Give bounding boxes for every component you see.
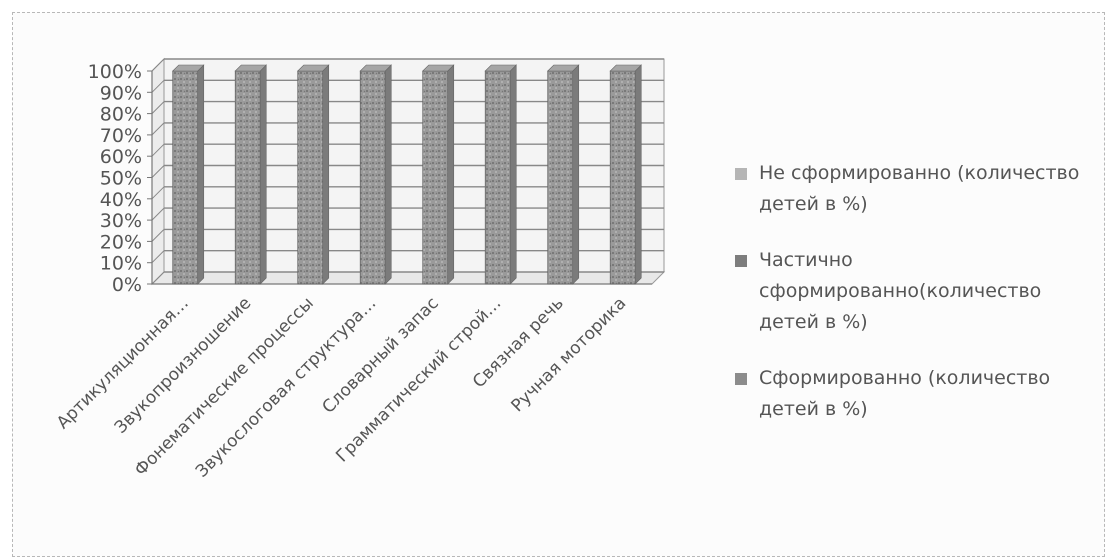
bar-top xyxy=(547,64,580,72)
y-tick-label: 100% xyxy=(88,61,142,83)
bar-side xyxy=(259,64,267,285)
bar-front xyxy=(359,70,386,285)
y-tick-label: 0% xyxy=(112,274,142,296)
floor xyxy=(150,271,666,285)
gridline-diagonal xyxy=(151,186,165,200)
y-tick-label: 50% xyxy=(100,168,142,190)
bar-top xyxy=(297,64,330,72)
legend-swatch xyxy=(735,373,747,385)
bar-side xyxy=(384,64,392,285)
y-axis-ticks: 0%10%20%30%40%50%60%70%80%90%100% xyxy=(88,61,142,296)
bar-side xyxy=(509,64,517,285)
x-axis-categories: Артикуляционная…ЗвукопроизношениеФонемат… xyxy=(53,293,630,481)
bar-front xyxy=(547,70,574,285)
gridline-diagonal xyxy=(151,207,165,221)
y-tick-label: 90% xyxy=(100,82,142,104)
bar xyxy=(422,64,455,285)
bar xyxy=(359,64,392,285)
y-tick-label: 70% xyxy=(100,125,142,147)
x-category-label: Словарный запас xyxy=(319,293,443,417)
legend-item-formed: Сформированно (количество детей в %) xyxy=(735,363,1105,425)
gridline-diagonal xyxy=(151,271,165,285)
bar-side xyxy=(197,64,205,285)
bar-front xyxy=(422,70,449,285)
legend-label: Сформированно (количество детей в %) xyxy=(759,367,1051,420)
legend-item-partially-formed: Частично сформированно(количество детей … xyxy=(735,245,1105,338)
bar-side xyxy=(572,64,580,285)
bar-front xyxy=(234,70,261,285)
bar-top xyxy=(172,64,205,72)
y-tick-label: 10% xyxy=(100,253,142,275)
bar xyxy=(172,64,205,285)
bar-front xyxy=(609,70,636,285)
legend-swatch xyxy=(735,168,747,180)
y-tick-label: 60% xyxy=(100,146,142,168)
gridline-diagonal xyxy=(151,229,165,242)
y-tick-label: 40% xyxy=(100,189,142,211)
gridline-diagonal xyxy=(151,101,165,114)
legend-swatch xyxy=(735,255,747,267)
legend-item-not-formed: Не сформированно (количество детей в %) xyxy=(735,158,1105,220)
legend-label: Не сформированно (количество детей в %) xyxy=(759,162,1080,215)
gridline-diagonal xyxy=(151,79,165,93)
y-tick-label: 20% xyxy=(100,231,142,253)
bar-front xyxy=(172,70,199,285)
bar-top xyxy=(422,64,455,72)
bar xyxy=(297,64,330,285)
legend-label: Частично сформированно(количество детей … xyxy=(759,249,1042,333)
bar xyxy=(609,64,642,285)
bar-top xyxy=(234,64,267,72)
gridline-diagonal xyxy=(151,165,165,178)
bar-top xyxy=(359,64,392,72)
grid xyxy=(150,57,666,286)
bar-front xyxy=(297,70,324,285)
gridline-diagonal xyxy=(151,58,165,72)
bar-side xyxy=(634,64,642,285)
gridline-diagonal xyxy=(151,250,165,264)
y-tick-label: 30% xyxy=(100,210,142,232)
bar-top xyxy=(609,64,642,72)
bar-side xyxy=(447,64,455,285)
bar xyxy=(234,64,267,285)
bar xyxy=(484,64,517,285)
gridline-diagonal xyxy=(151,122,165,136)
bar-top xyxy=(484,64,517,72)
y-tick-label: 80% xyxy=(100,104,142,126)
bar-side xyxy=(322,64,330,285)
gridline-diagonal xyxy=(151,143,165,157)
bar-front xyxy=(484,70,511,285)
x-category-label: Ручная моторика xyxy=(508,293,631,416)
bars xyxy=(172,64,642,285)
legend: Не сформированно (количество детей в %) … xyxy=(735,158,1105,450)
bar xyxy=(547,64,580,285)
